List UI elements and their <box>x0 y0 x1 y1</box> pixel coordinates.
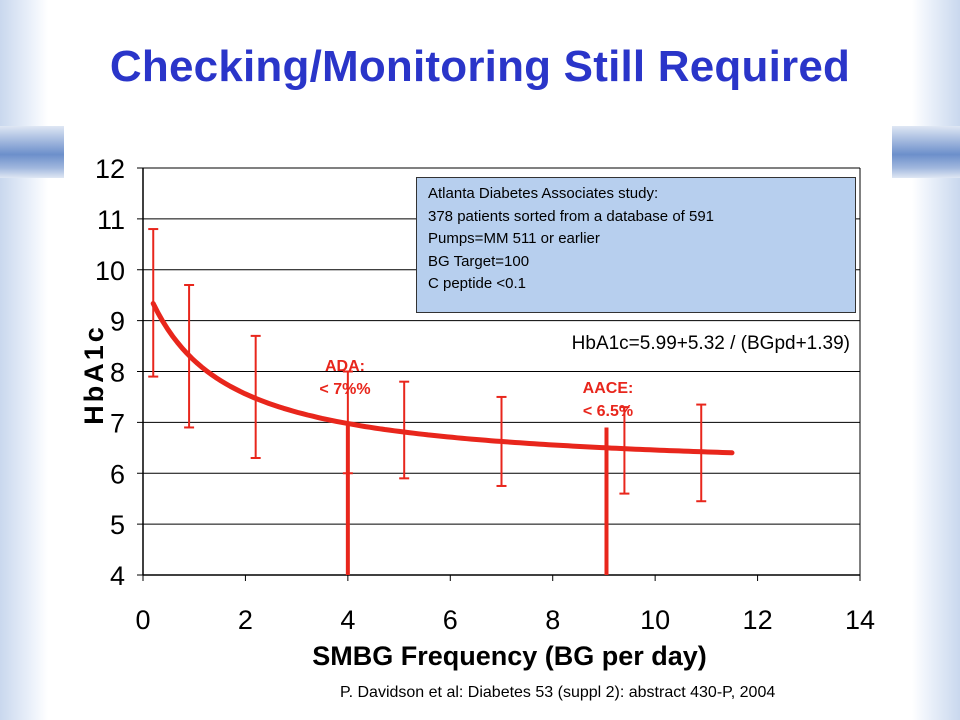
slide-title: Checking/Monitoring Still Required <box>109 42 851 91</box>
y-tick-label: 11 <box>97 205 125 235</box>
info-line: BG Target=100 <box>428 252 530 270</box>
ada-annotation: ADA: < 7%% <box>300 355 390 401</box>
axis-labels: SMBG Frequency (BG per day) HbA1c <box>79 324 707 671</box>
y-tick-label: 4 <box>110 561 125 591</box>
ada-annotation-value: < 7%% <box>319 381 371 398</box>
y-axis-title: HbA1c <box>79 324 109 425</box>
tick-labels: 4 5 6 7 8 9 10 11 12 0 2 4 6 8 10 12 14 <box>95 154 875 635</box>
right-edge-gradient <box>912 0 960 720</box>
fit-curve-layer <box>150 301 735 456</box>
y-tick-label: 12 <box>95 154 125 184</box>
info-line: Atlanta Diabetes Associates study: <box>428 185 659 202</box>
y-tick-label: 9 <box>110 307 125 337</box>
citation: P. Davidson et al: Diabetes 53 (suppl 2)… <box>340 684 776 701</box>
y-tick-label: 6 <box>110 459 125 489</box>
x-tick-label: 2 <box>238 605 253 635</box>
study-info-box: Atlanta Diabetes Associates study: 378 p… <box>416 177 856 313</box>
ada-annotation-label: ADA: <box>325 358 365 375</box>
decorative-band-left <box>0 126 64 178</box>
x-axis-title: SMBG Frequency (BG per day) <box>312 641 707 671</box>
info-line: C peptide <0.1 <box>428 275 526 293</box>
aace-annotation: AACE: < 6.5% <box>560 377 656 423</box>
y-tick-label: 5 <box>110 510 125 540</box>
decorative-band-right <box>892 126 960 178</box>
info-line: 378 patients sorted from a database of 5… <box>428 207 715 225</box>
aace-annotation-value: < 6.5% <box>582 403 634 420</box>
fit-curve <box>150 301 735 456</box>
x-tick-label: 0 <box>135 605 150 635</box>
x-tick-label: 12 <box>743 605 773 635</box>
y-tick-label: 10 <box>95 256 125 286</box>
axes <box>137 167 861 581</box>
left-edge-gradient <box>0 0 48 720</box>
info-line: Pumps=MM 511 or earlier <box>428 230 600 248</box>
x-tick-label: 14 <box>845 605 875 635</box>
x-tick-label: 4 <box>340 605 355 635</box>
fit-equation: HbA1c=5.99+5.32 / (BGpd+1.39) <box>571 333 850 354</box>
y-tick-label: 8 <box>110 358 125 388</box>
y-tick-label: 7 <box>110 408 125 438</box>
aace-annotation-label: AACE: <box>582 380 634 397</box>
x-tick-label: 6 <box>443 605 458 635</box>
x-tick-label: 8 <box>545 605 560 635</box>
x-tick-label: 10 <box>640 605 670 635</box>
